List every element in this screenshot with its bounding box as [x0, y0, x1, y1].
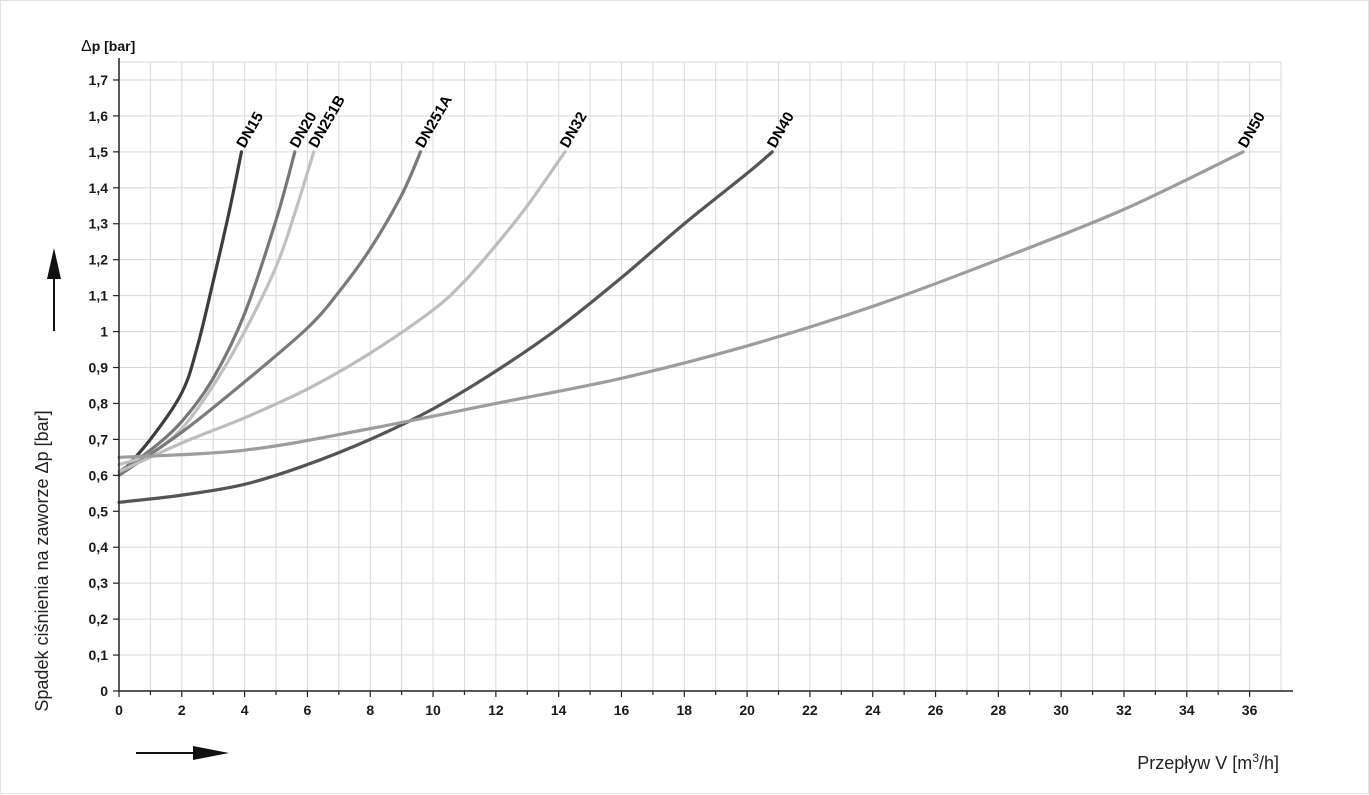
- x-tick-label: 8: [366, 702, 374, 718]
- x-tick-label: 18: [677, 702, 693, 718]
- y-tick-label: 0,5: [89, 503, 109, 519]
- y-tick-label: 0,9: [89, 360, 109, 376]
- y-tick-label: 0,2: [89, 611, 109, 627]
- series-line-dn20: [117, 150, 297, 474]
- series-line-dn251b: [117, 150, 316, 467]
- y-tick-label: 0: [100, 683, 108, 699]
- delta-symbol: Δ: [81, 38, 92, 55]
- series-label-dn251a: DN251A: [412, 92, 456, 150]
- x-tick-label: 20: [739, 702, 755, 718]
- x-tick-label: 0: [115, 702, 123, 718]
- y-tick-label: 0,7: [89, 431, 109, 447]
- x-tick-label: 4: [241, 702, 249, 718]
- y-tick-label: 1,7: [89, 72, 109, 88]
- y-tick-label: 1,5: [89, 144, 109, 160]
- x-tick-label: 26: [928, 702, 944, 718]
- x-tick-label: 22: [802, 702, 818, 718]
- axis-layer: 0 0,1 0,2 0,3 0,4 0,5 0,6 0,7 0,8 0,9 1 1,1 1,2 1,3 1,…: [89, 58, 1293, 718]
- series-line-dn15: [117, 150, 244, 477]
- series-line-dn50: [117, 150, 1245, 459]
- y-unit-label: Δp [bar]: [81, 38, 135, 55]
- unit-text: p [bar]: [92, 38, 136, 54]
- x-axis-title-sup: 3: [1252, 751, 1259, 765]
- y-tick-label: 0,6: [89, 467, 109, 483]
- series-line-dn40: [117, 150, 774, 504]
- series-label-dn15: DN15: [233, 109, 267, 151]
- y-axis-title: Spadek ciśnienia na zaworze Δp [bar]: [32, 410, 52, 711]
- x-tick-label: 36: [1242, 702, 1258, 718]
- y-tick-label: 1,4: [89, 180, 109, 196]
- y-tick-label: 0,4: [89, 539, 109, 555]
- y-tick-label: 1: [100, 324, 108, 340]
- x-tick-label: 34: [1179, 702, 1195, 718]
- x-axis-title-main: Przepływ V [m: [1137, 753, 1252, 773]
- y-tick-label: 1,1: [89, 288, 109, 304]
- y-tick-label: 0,8: [89, 395, 109, 411]
- x-direction-arrow: [136, 746, 229, 760]
- x-tick-label: 28: [991, 702, 1007, 718]
- y-tick-label: 0,1: [89, 647, 109, 663]
- y-tick-label: 0,3: [89, 575, 109, 591]
- series-label-dn32: DN32: [557, 109, 591, 151]
- x-tick-label: 30: [1053, 702, 1069, 718]
- series-label-dn40: DN40: [764, 109, 798, 151]
- x-axis-title-end: /h]: [1259, 753, 1279, 773]
- x-tick-label: 32: [1116, 702, 1132, 718]
- grid-layer: [119, 61, 1282, 691]
- y-tick-label: 1,6: [89, 108, 109, 124]
- y-tick-label: 1,2: [89, 252, 109, 268]
- x-tick-label: 10: [425, 702, 441, 718]
- x-tick-label: 6: [304, 702, 312, 718]
- x-tick-label: 24: [865, 702, 881, 718]
- x-tick-label: 14: [551, 702, 567, 718]
- series-line-dn251a: [117, 150, 423, 477]
- series-line-dn32: [117, 150, 567, 474]
- series-label-dn50: DN50: [1235, 109, 1269, 151]
- x-tick-label: 16: [614, 702, 630, 718]
- x-axis-title: Przepływ V [m3/h]: [1137, 751, 1279, 773]
- x-tick-label: 12: [488, 702, 504, 718]
- y-tick-label: 1,3: [89, 216, 109, 232]
- y-direction-arrow: [47, 248, 61, 331]
- x-tick-label: 2: [178, 702, 186, 718]
